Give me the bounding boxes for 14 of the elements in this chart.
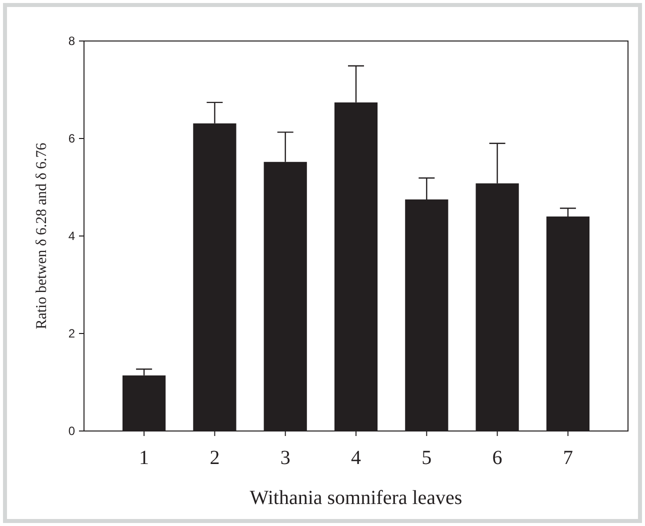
x-tick-label: 5	[422, 447, 432, 469]
y-axis-title: Ratio betwen δ 6.28 and δ 6.76	[34, 142, 50, 330]
y-tick-label: 8	[68, 34, 76, 48]
y-tick-label: 0	[68, 424, 76, 438]
y-tick-label: 4	[68, 229, 76, 244]
x-tick-label: 6	[492, 447, 502, 469]
x-tick-label: 3	[280, 447, 290, 469]
x-tick-label: 2	[210, 447, 220, 469]
y-tick-label: 6	[68, 132, 76, 146]
y-tick-label: 2	[68, 326, 76, 341]
x-tick-label: 4	[351, 447, 361, 469]
x-axis-title: Withania somnifera leaves	[250, 487, 462, 509]
x-tick-label: 7	[562, 447, 573, 469]
x-tick-label: 1	[139, 447, 150, 469]
